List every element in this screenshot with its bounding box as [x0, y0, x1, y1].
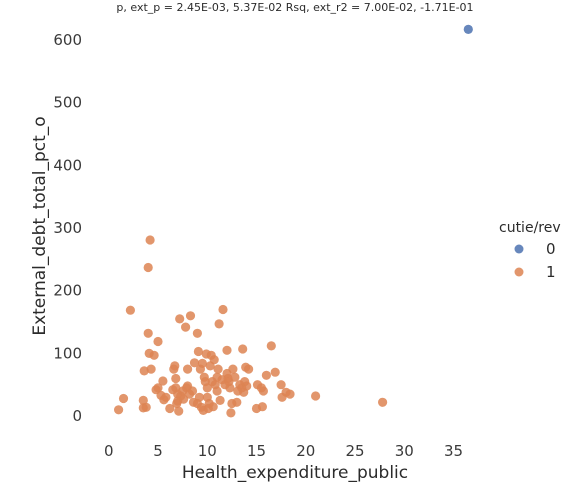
chart-title: p, ext_p = 2.45E-03, 5.37E-02 Rsq, ext_r…	[116, 1, 473, 14]
data-point-series-1	[118, 393, 129, 404]
x-tick-label: 15	[247, 442, 266, 460]
data-point-series-1	[143, 262, 153, 273]
data-point-series-1	[212, 386, 222, 396]
data-point-series-1	[311, 391, 321, 401]
data-point-series-1	[266, 341, 276, 351]
data-point-series-1	[125, 305, 135, 315]
legend-marker-0	[514, 244, 524, 254]
y-tick-label: 100	[53, 344, 82, 362]
data-point-series-1	[138, 395, 148, 405]
data-point-series-1	[232, 397, 242, 407]
data-point-series-1	[139, 366, 149, 376]
x-tick-label: 25	[345, 442, 364, 460]
data-point-series-0	[463, 24, 473, 34]
data-point-series-1	[185, 311, 196, 321]
y-tick-label: 0	[72, 407, 82, 425]
data-point-series-1	[183, 364, 193, 374]
data-point-series-1	[226, 408, 236, 418]
data-point-series-1	[153, 336, 163, 347]
y-axis-label: External_debt_total_pct_o	[30, 116, 50, 335]
data-point-series-1	[153, 383, 163, 393]
data-point-series-1	[214, 319, 224, 329]
data-point-series-1	[197, 358, 207, 368]
x-tick-label: 30	[395, 442, 414, 460]
y-tick-label: 500	[53, 94, 82, 112]
data-point-series-1	[208, 402, 218, 412]
data-point-series-1	[285, 389, 295, 399]
x-axis-ticks: 0 5 10 15 20 25 30 35	[104, 442, 463, 460]
data-point-series-1	[146, 364, 156, 374]
data-point-series-1	[242, 381, 252, 391]
data-point-series-1	[171, 373, 181, 384]
data-point-series-1	[161, 392, 171, 402]
legend-marker-1	[514, 267, 524, 277]
data-point-series-1	[165, 403, 175, 414]
data-point-series-1	[238, 344, 248, 354]
legend: cutie/rev 0 1	[499, 220, 561, 281]
data-point-series-1	[193, 346, 203, 357]
data-point-series-1	[174, 406, 184, 416]
y-tick-label: 600	[53, 31, 82, 49]
data-point-series-1	[218, 304, 228, 315]
legend-label-1: 1	[546, 263, 556, 281]
legend-label-0: 0	[546, 240, 556, 258]
data-point-series-1	[276, 380, 286, 390]
data-point-series-1	[270, 367, 280, 377]
data-point-series-1	[114, 405, 124, 415]
data-point-series-1	[143, 328, 153, 338]
data-point-series-1	[378, 397, 388, 407]
data-point-series-1	[170, 361, 180, 371]
data-point-series-1	[257, 402, 267, 412]
legend-title: cutie/rev	[499, 220, 561, 236]
data-point-series-1	[258, 386, 268, 396]
data-point-series-1	[228, 364, 238, 374]
data-point-series-1	[145, 235, 155, 245]
x-tick-label: 0	[104, 442, 114, 460]
data-point-series-1	[222, 345, 232, 355]
x-tick-label: 10	[198, 442, 217, 460]
data-point-series-1	[215, 395, 225, 405]
data-point-series-1	[261, 370, 271, 380]
plot-points	[114, 24, 473, 418]
data-point-series-1	[230, 372, 240, 382]
y-tick-label: 200	[53, 282, 82, 300]
data-point-series-1	[189, 358, 200, 368]
data-point-series-1	[213, 364, 223, 374]
data-point-series-1	[187, 386, 198, 396]
x-axis-label: Health_expenditure_public	[182, 463, 408, 483]
y-tick-label: 300	[53, 219, 82, 237]
x-tick-label: 35	[444, 442, 463, 460]
data-point-series-1	[202, 383, 212, 393]
data-point-series-1	[181, 322, 191, 332]
data-point-series-1	[194, 392, 204, 402]
y-tick-label: 400	[53, 156, 82, 174]
data-point-series-1	[225, 383, 235, 393]
x-tick-label: 20	[296, 442, 315, 460]
y-axis-ticks: 0 100 200 300 400 500 600	[53, 31, 82, 425]
data-point-series-1	[244, 364, 254, 374]
data-point-series-1	[149, 350, 159, 360]
data-point-series-1	[158, 376, 168, 386]
data-point-series-1	[141, 402, 151, 412]
data-point-series-1	[209, 355, 219, 365]
data-point-series-1	[175, 314, 185, 324]
x-tick-label: 5	[153, 442, 163, 460]
data-point-series-1	[192, 328, 202, 338]
